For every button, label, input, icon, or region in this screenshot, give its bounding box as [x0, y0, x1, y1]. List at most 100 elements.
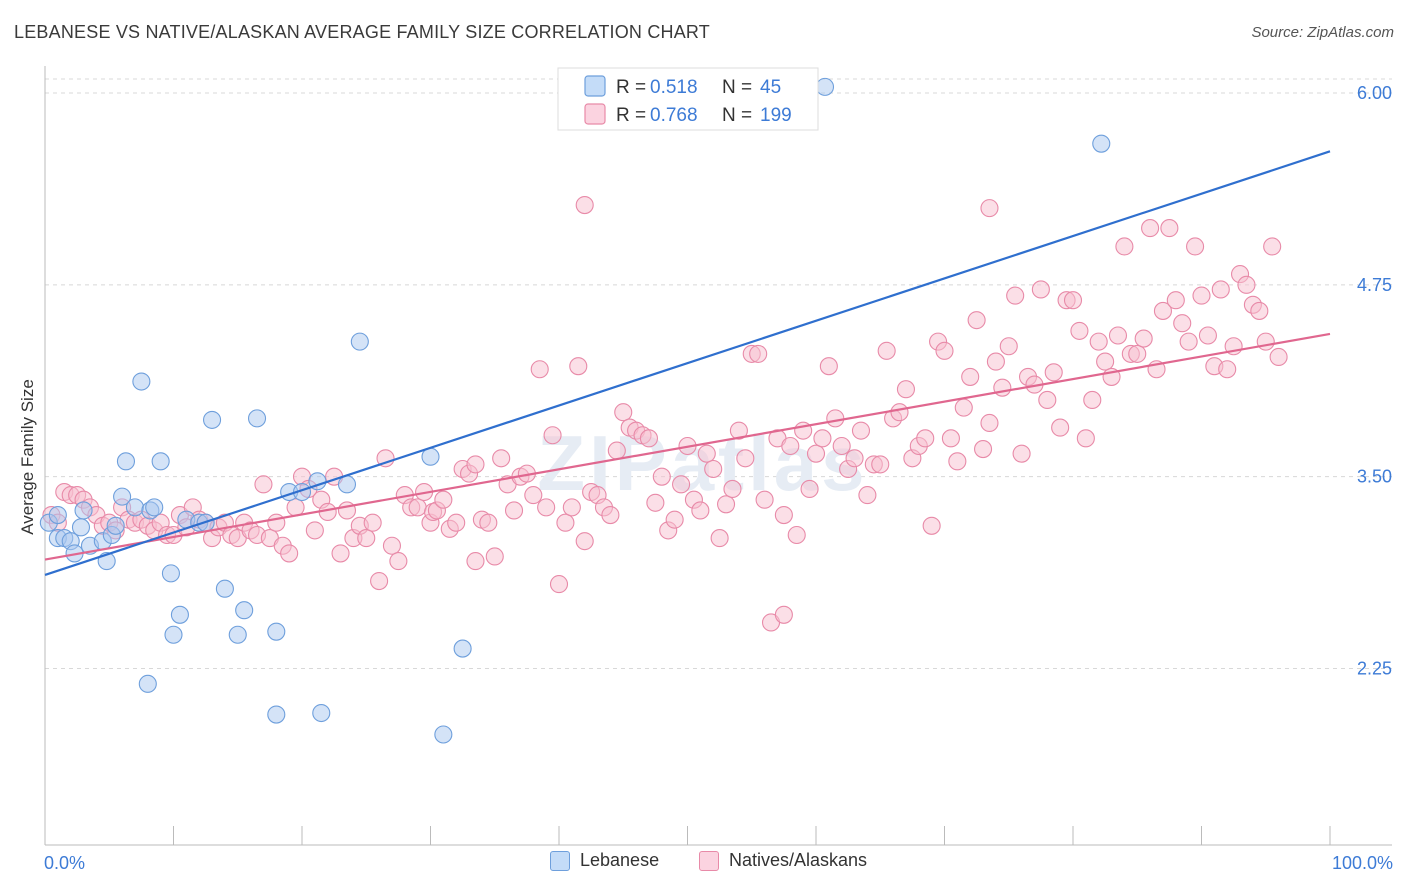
data-point [973, 440, 993, 459]
data-point [113, 487, 132, 506]
data-point [815, 77, 835, 96]
data-point [1160, 219, 1179, 238]
legend-n-value: 45 [760, 77, 781, 98]
data-point [138, 674, 157, 693]
data-point [749, 344, 768, 363]
data-point [813, 429, 832, 448]
data-point [1006, 286, 1025, 305]
data-point [485, 547, 504, 566]
legend-label-lebanese: Lebanese [580, 850, 660, 870]
data-point [961, 367, 980, 386]
data-point [716, 495, 736, 514]
legend-item-lebanese[interactable]: Lebanese [550, 850, 659, 871]
data-point [1186, 237, 1205, 256]
data-point [363, 513, 382, 532]
data-point [408, 498, 427, 517]
data-point [858, 486, 877, 505]
data-point [787, 525, 806, 545]
tick-labels: 2.25 3.50 4.75 6.00 0.0% 100.0% [44, 83, 1393, 873]
data-point [74, 501, 93, 520]
data-point [447, 513, 466, 532]
y-axis-label: Average Family Size [18, 379, 37, 535]
data-point [1192, 286, 1211, 305]
data-point [170, 605, 189, 624]
data-point [710, 529, 729, 548]
data-point [116, 452, 136, 471]
legend-swatch-lebanese [584, 75, 606, 97]
data-point [723, 479, 742, 499]
data-point [729, 421, 748, 440]
data-point [530, 360, 549, 379]
data-point [1128, 344, 1147, 363]
data-point [1166, 291, 1185, 310]
data-point [235, 601, 254, 620]
legend-n-label: N = [722, 77, 752, 98]
data-point [639, 429, 659, 448]
data-point [607, 441, 626, 460]
y-tick-label: 4.75 [1357, 275, 1392, 295]
data-point [254, 475, 273, 494]
data-point [1218, 360, 1237, 379]
data-point [376, 449, 395, 468]
lebanese-swatch [550, 850, 570, 871]
data-point [575, 195, 594, 215]
legend-r-value: 0.518 [650, 77, 698, 98]
data-point [1031, 280, 1050, 299]
data-point [106, 516, 125, 535]
data-point [845, 449, 864, 468]
data-point [980, 413, 999, 433]
data-point [941, 429, 960, 448]
data-point [1269, 347, 1288, 367]
data-point [851, 421, 871, 440]
data-point [1076, 429, 1095, 448]
data-point [781, 436, 800, 456]
series-lebanese [39, 77, 1111, 744]
data-point [1263, 237, 1282, 256]
data-point [826, 409, 845, 428]
legend-r-label: R = [616, 77, 646, 98]
data-point [203, 410, 222, 429]
data-point [1153, 301, 1172, 320]
data-point [916, 429, 935, 448]
x-tick-label: 0.0% [44, 853, 85, 873]
data-point [704, 459, 723, 479]
data-point [800, 479, 819, 499]
data-point [312, 703, 331, 723]
trend-lines [44, 150, 1331, 576]
data-point [697, 444, 716, 463]
data-point [575, 532, 594, 551]
series-natives-alaskans [42, 195, 1288, 632]
data-point [1198, 326, 1217, 345]
axes: Average Family Size [18, 66, 1392, 846]
data-point [1250, 301, 1269, 320]
data-point [569, 357, 588, 376]
data-point [736, 449, 755, 468]
legend-item-natives-alaskans[interactable]: Natives/Alaskans [699, 850, 867, 871]
data-point [948, 452, 967, 471]
data-point [1179, 332, 1198, 351]
chart-title: LEBANESE VS NATIVE/ALASKAN AVERAGE FAMIL… [14, 22, 710, 42]
data-point [1108, 326, 1128, 345]
data-point [1083, 390, 1102, 410]
data-point [774, 505, 793, 525]
data-point [1070, 321, 1089, 340]
data-point [832, 436, 851, 456]
y-tick-label: 6.00 [1357, 83, 1392, 103]
trend-line-natives-alaskans [44, 332, 1331, 561]
data-point [267, 513, 286, 532]
data-point [164, 625, 183, 644]
data-point [125, 498, 144, 517]
data-point [922, 516, 941, 535]
data-point [434, 490, 453, 509]
data-point [774, 605, 793, 624]
x-tick-label: 100.0% [1332, 853, 1393, 873]
data-point [954, 398, 973, 417]
data-point [999, 337, 1018, 356]
data-point [1211, 280, 1230, 299]
y-tick-label: 2.25 [1357, 659, 1392, 679]
data-point [672, 475, 691, 494]
data-point [228, 625, 247, 644]
data-point [524, 486, 543, 505]
data-point [543, 426, 562, 445]
